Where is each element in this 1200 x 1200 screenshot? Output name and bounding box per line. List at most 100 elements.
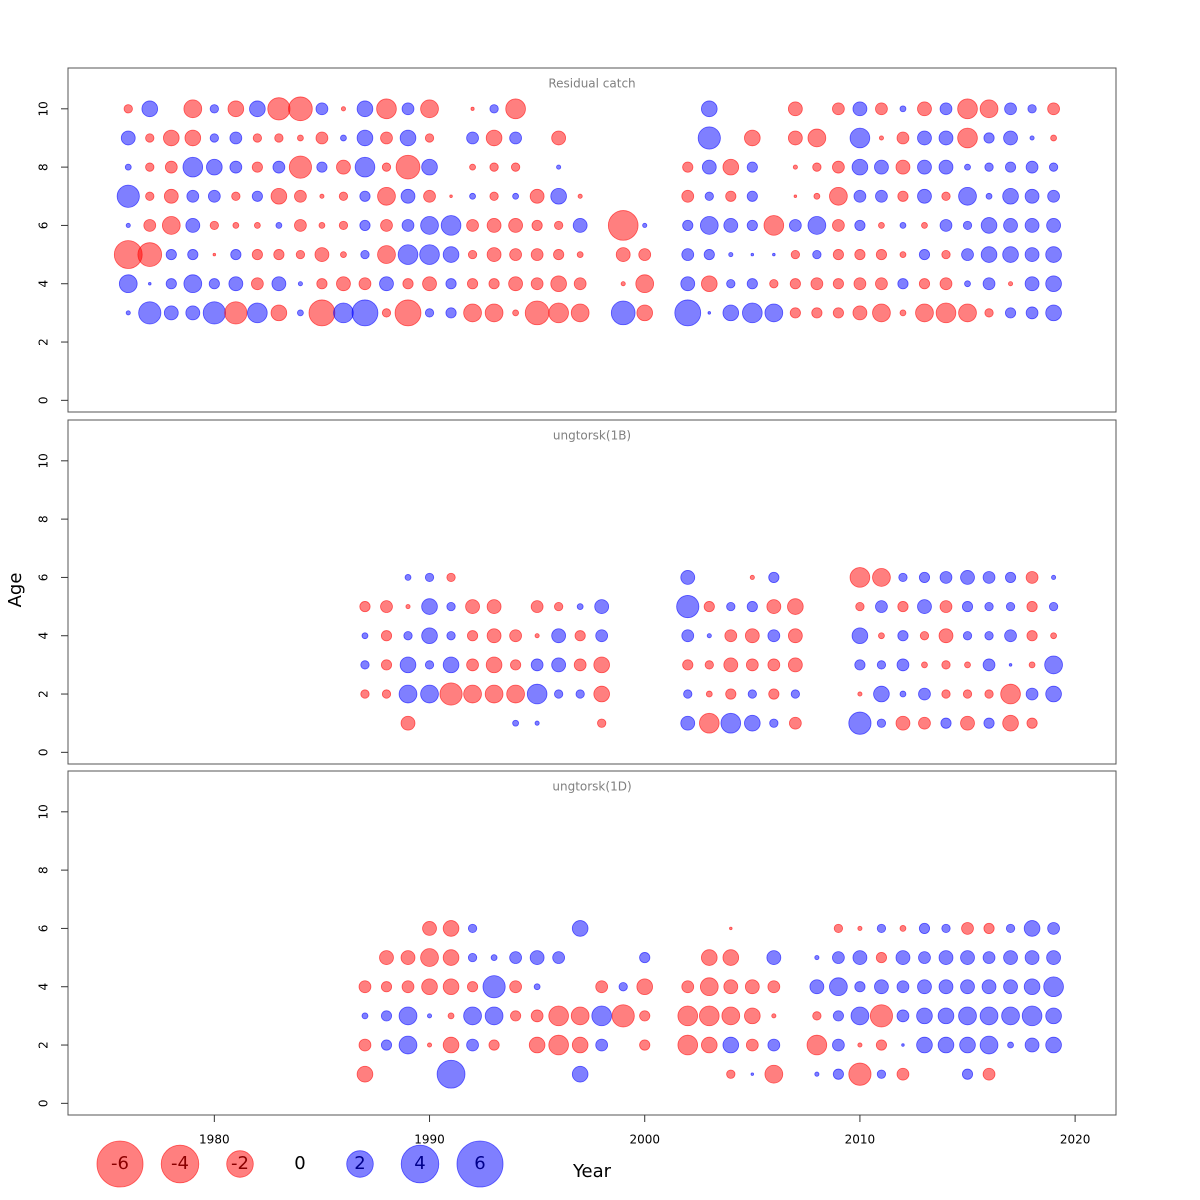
bubble — [876, 718, 887, 728]
y-tick-label: 10 — [37, 453, 51, 468]
bubble — [359, 190, 371, 202]
bubble — [853, 277, 867, 291]
bubble — [488, 1039, 500, 1051]
panel-frame — [67, 770, 1117, 1116]
bubble — [938, 159, 954, 175]
bubble — [576, 251, 584, 258]
bubble — [463, 1006, 482, 1026]
bubble — [534, 633, 540, 639]
bubble — [402, 278, 414, 290]
bubble — [209, 133, 219, 143]
bubble — [793, 194, 798, 199]
bubble — [982, 277, 996, 291]
bubble — [529, 188, 545, 204]
bubble — [962, 220, 973, 231]
bubble — [315, 131, 329, 145]
bubble — [855, 601, 865, 612]
bubble — [1023, 978, 1041, 995]
bubble — [772, 252, 776, 257]
bubble — [442, 246, 460, 263]
bubble — [725, 190, 737, 202]
bubble — [961, 1068, 974, 1080]
bubble — [490, 954, 498, 961]
bubble — [1046, 950, 1061, 965]
bubble — [120, 130, 136, 146]
bubble — [832, 249, 844, 261]
bubble — [228, 276, 244, 292]
bubble — [895, 950, 911, 965]
bubble — [187, 249, 199, 261]
bubble — [638, 248, 652, 261]
y-tick-label: 8 — [37, 163, 51, 171]
bubble — [422, 276, 437, 292]
bubble — [1003, 218, 1018, 233]
bubble — [764, 1064, 784, 1084]
legend-bubble — [226, 1150, 254, 1178]
bubble — [400, 188, 416, 204]
bubble — [267, 97, 291, 121]
bubble — [316, 161, 328, 173]
y-tick-label: 0 — [37, 1100, 51, 1108]
bubble — [380, 219, 393, 232]
bubble — [316, 278, 328, 290]
bubble — [424, 308, 435, 318]
bubble — [683, 689, 693, 699]
bubble — [530, 658, 544, 672]
bubble — [405, 604, 411, 610]
bubble — [964, 661, 971, 669]
bubble — [116, 184, 140, 208]
bubble — [138, 301, 162, 325]
bubble — [850, 1006, 870, 1026]
bubble — [852, 305, 868, 321]
bubble — [722, 158, 740, 176]
bubble — [381, 689, 392, 699]
bubble — [878, 135, 884, 141]
bubble — [465, 599, 480, 614]
bubble — [356, 100, 374, 118]
bubble — [721, 1006, 741, 1026]
bubble — [446, 631, 456, 641]
bubble — [1045, 246, 1062, 263]
bubble — [767, 1038, 781, 1052]
bubble — [573, 277, 587, 291]
bubble — [449, 194, 453, 199]
bubble — [1029, 135, 1035, 141]
y-tick-label: 10 — [37, 101, 51, 116]
bubble — [145, 133, 155, 143]
bubble — [251, 190, 263, 202]
y-tick-label: 0 — [37, 397, 51, 405]
bubble — [463, 684, 482, 704]
bubble — [789, 219, 802, 232]
bubble — [125, 222, 131, 228]
bubble — [750, 252, 755, 257]
bubble — [404, 574, 412, 581]
bubble — [899, 251, 907, 258]
bubble — [1021, 1005, 1043, 1027]
bubble — [980, 246, 998, 263]
y-tick-label: 2 — [37, 690, 51, 698]
bubble — [571, 1065, 589, 1083]
bubble — [916, 1036, 933, 1054]
bubble — [725, 688, 737, 700]
y-tick-label: 4 — [37, 280, 51, 288]
bubble — [442, 949, 460, 966]
legend-label: 4 — [414, 1153, 425, 1174]
bubble — [636, 304, 653, 322]
bubble — [1028, 661, 1036, 669]
x-tick-label: 1990 — [414, 1133, 445, 1147]
bubble — [469, 192, 476, 200]
bubble — [829, 977, 848, 997]
bubble — [787, 130, 803, 146]
bubble — [467, 249, 478, 260]
bubble — [937, 1036, 955, 1054]
bubble — [744, 714, 761, 732]
bubble — [318, 222, 326, 229]
bubble — [939, 102, 953, 116]
bubble — [767, 629, 781, 643]
y-tick-label: 8 — [37, 515, 51, 523]
bubble — [723, 657, 739, 673]
bubble — [789, 716, 802, 730]
bubble — [682, 219, 694, 231]
bubble — [489, 104, 499, 114]
x-tick-label: 2020 — [1060, 1133, 1091, 1147]
